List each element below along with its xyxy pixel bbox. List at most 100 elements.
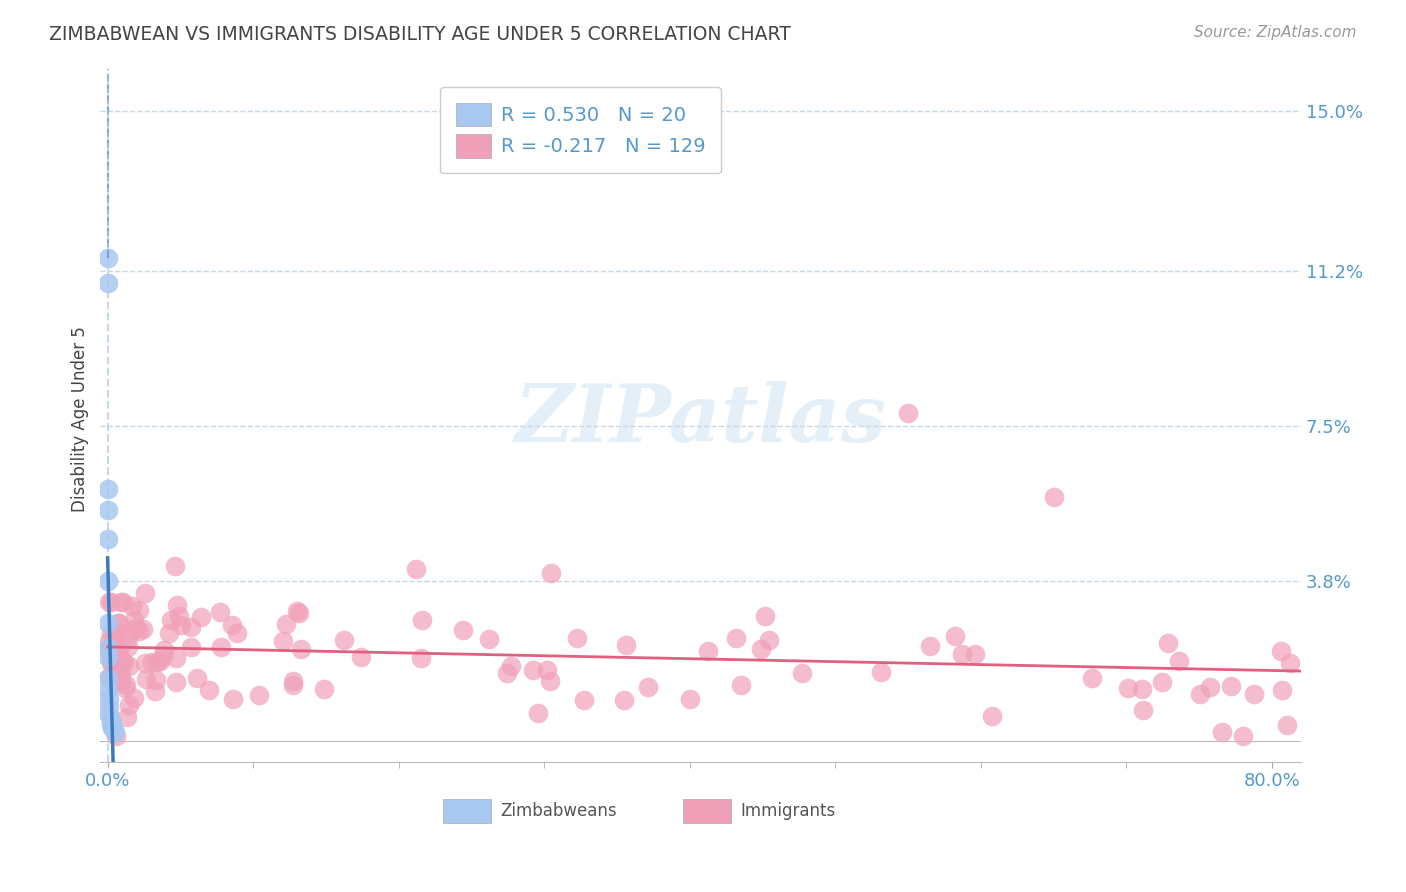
Point	[103, 721, 125, 735]
Point	[226, 625, 249, 640]
Point	[124, 613, 146, 627]
Bar	[683, 798, 731, 823]
Point	[98, 700, 121, 714]
Point	[1270, 644, 1292, 658]
Point	[943, 629, 966, 643]
Point	[198, 683, 221, 698]
Point	[208, 605, 231, 619]
Point	[114, 678, 136, 692]
Point	[97, 642, 120, 657]
Point	[1232, 730, 1254, 744]
Point	[100, 626, 122, 640]
Point	[870, 665, 893, 679]
Point	[1130, 682, 1153, 697]
Point	[108, 615, 131, 630]
Point	[122, 690, 145, 705]
Point	[104, 730, 127, 744]
Point	[104, 725, 127, 739]
Point	[496, 665, 519, 680]
Point	[333, 632, 356, 647]
Point	[1116, 681, 1139, 695]
Point	[101, 721, 124, 735]
Point	[104, 641, 127, 656]
Point	[110, 595, 132, 609]
Point	[538, 674, 561, 689]
Point	[350, 650, 373, 665]
Point	[97, 503, 120, 517]
Point	[145, 673, 167, 687]
Point	[1211, 725, 1233, 739]
Text: Source: ZipAtlas.com: Source: ZipAtlas.com	[1194, 25, 1357, 40]
Point	[110, 661, 132, 675]
Point	[536, 663, 558, 677]
Point	[572, 693, 595, 707]
Y-axis label: Disability Age Under 5: Disability Age Under 5	[72, 326, 89, 513]
Point	[1188, 687, 1211, 701]
Point	[281, 678, 304, 692]
Point	[103, 650, 125, 665]
Point	[920, 639, 942, 653]
Point	[157, 626, 180, 640]
Point	[411, 614, 433, 628]
Point	[101, 717, 124, 731]
Point	[981, 709, 1004, 723]
Point	[165, 674, 187, 689]
Point	[478, 632, 501, 646]
Point	[114, 681, 136, 695]
Point	[143, 684, 166, 698]
Point	[285, 605, 308, 619]
Point	[1081, 671, 1104, 685]
Point	[281, 673, 304, 688]
Point	[118, 658, 141, 673]
Point	[100, 595, 122, 609]
Point	[97, 671, 120, 685]
Point	[100, 638, 122, 652]
Point	[276, 617, 298, 632]
Point	[128, 602, 150, 616]
Point	[105, 625, 128, 640]
Point	[97, 482, 120, 496]
Point	[117, 631, 139, 645]
Point	[120, 624, 142, 639]
Point	[97, 634, 120, 648]
Point	[209, 640, 232, 654]
Point	[409, 650, 432, 665]
Point	[749, 641, 772, 656]
Point	[792, 666, 814, 681]
Point	[565, 631, 588, 645]
Point	[1220, 679, 1243, 693]
Point	[614, 639, 637, 653]
Point	[134, 656, 156, 670]
Point	[128, 624, 150, 638]
Text: Immigrants: Immigrants	[740, 802, 835, 820]
Point	[1199, 680, 1222, 694]
Point	[112, 595, 135, 609]
Point	[152, 648, 174, 663]
Point	[141, 656, 163, 670]
Point	[124, 621, 146, 635]
Point	[1042, 490, 1064, 504]
Point	[100, 713, 122, 727]
Point	[725, 631, 748, 645]
Point	[501, 658, 523, 673]
Point	[100, 656, 122, 670]
Point	[950, 647, 973, 661]
Point	[103, 630, 125, 644]
Point	[163, 558, 186, 573]
Point	[118, 698, 141, 713]
Point	[527, 706, 550, 720]
Point	[221, 692, 243, 706]
Point	[1167, 654, 1189, 668]
Point	[1157, 636, 1180, 650]
Point	[115, 710, 138, 724]
Bar	[443, 798, 491, 823]
Point	[190, 610, 212, 624]
Point	[730, 678, 752, 692]
Point	[121, 599, 143, 613]
Point	[98, 708, 121, 723]
Point	[153, 643, 176, 657]
Point	[97, 616, 120, 631]
Point	[98, 671, 121, 685]
Point	[613, 693, 636, 707]
Point	[1275, 717, 1298, 731]
